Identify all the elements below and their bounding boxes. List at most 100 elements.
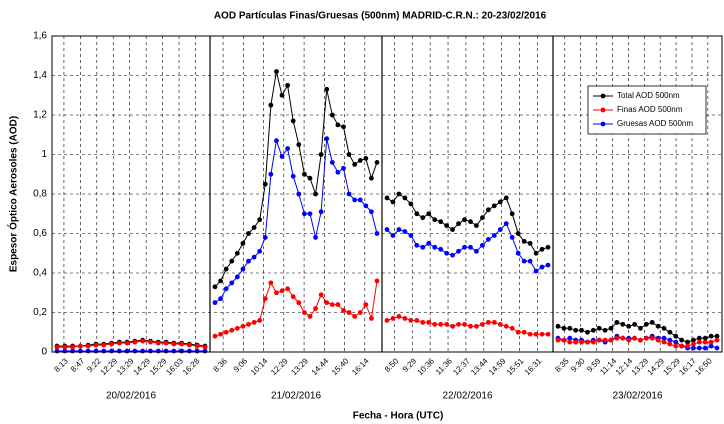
data-point xyxy=(691,345,696,351)
data-point xyxy=(438,321,444,327)
data-point xyxy=(223,329,229,335)
data-point xyxy=(685,343,690,349)
x-tick-label: 16:28 xyxy=(181,356,202,377)
x-tick-label: 8:50 xyxy=(383,356,401,374)
data-point xyxy=(567,335,573,341)
data-point xyxy=(324,136,330,142)
data-point xyxy=(234,274,240,280)
x-tick-label: 8:36 xyxy=(212,356,230,374)
data-point xyxy=(444,321,450,327)
data-point xyxy=(456,248,461,254)
data-point xyxy=(93,342,99,348)
data-point xyxy=(329,112,335,118)
legend-label: Total AOD 500nm xyxy=(617,91,680,100)
data-point xyxy=(384,227,390,232)
data-point xyxy=(696,339,702,345)
data-point xyxy=(596,325,602,331)
data-point xyxy=(301,211,307,217)
data-point xyxy=(352,314,358,319)
data-point xyxy=(539,331,545,337)
data-point xyxy=(274,138,279,144)
legend-label: Gruesas AOD 500nm xyxy=(617,119,693,128)
data-point xyxy=(503,195,509,201)
x-tick-label: 8:35 xyxy=(553,356,571,374)
data-point xyxy=(497,321,503,327)
data-point xyxy=(369,209,374,215)
data-point xyxy=(101,348,107,354)
data-point xyxy=(474,323,479,329)
data-point xyxy=(262,296,268,302)
data-point xyxy=(296,142,302,148)
data-point xyxy=(555,337,561,343)
data-point xyxy=(163,348,169,354)
data-point xyxy=(408,318,414,323)
data-point xyxy=(497,227,503,232)
data-point xyxy=(545,244,551,250)
data-point xyxy=(346,310,352,315)
data-point xyxy=(456,221,461,227)
data-point xyxy=(468,219,473,225)
data-point xyxy=(456,321,461,327)
data-point xyxy=(649,335,655,341)
y-tick-label: 0,6 xyxy=(33,228,47,239)
data-point xyxy=(384,195,390,201)
data-point xyxy=(274,69,279,74)
data-point xyxy=(649,319,655,325)
data-point xyxy=(313,191,318,197)
data-point xyxy=(509,235,515,240)
data-point xyxy=(426,319,432,325)
data-point xyxy=(521,329,527,335)
data-point xyxy=(335,169,341,175)
data-point xyxy=(234,325,240,331)
data-point xyxy=(673,333,679,339)
data-point xyxy=(140,338,146,344)
legend-marker xyxy=(600,107,606,113)
data-point xyxy=(163,340,169,346)
data-point xyxy=(384,318,390,323)
data-point xyxy=(450,227,455,232)
data-point xyxy=(714,333,720,339)
data-point xyxy=(414,318,420,323)
data-point xyxy=(509,325,515,331)
data-point xyxy=(509,211,515,217)
data-point xyxy=(632,335,637,341)
data-point xyxy=(363,156,369,161)
data-point xyxy=(702,335,708,341)
data-point xyxy=(268,280,274,286)
data-point xyxy=(212,300,218,306)
data-point xyxy=(223,286,229,292)
data-point xyxy=(116,340,122,346)
data-point xyxy=(187,348,192,354)
data-point xyxy=(274,290,279,296)
data-point xyxy=(414,242,420,248)
data-point xyxy=(579,327,584,333)
data-point xyxy=(324,86,330,92)
data-point xyxy=(438,246,444,252)
data-point xyxy=(527,331,533,337)
data-point xyxy=(408,233,414,238)
x-tick-label: 10:36 xyxy=(416,356,437,377)
data-point xyxy=(257,217,263,223)
x-tick-label: 16:50 xyxy=(693,356,714,377)
data-point xyxy=(432,217,438,223)
data-point xyxy=(324,300,330,306)
x-tick-label: 13:29 xyxy=(289,356,310,377)
data-point xyxy=(234,250,240,256)
data-point xyxy=(240,240,246,246)
data-point xyxy=(318,152,324,157)
data-point xyxy=(363,203,369,209)
data-point xyxy=(251,254,257,260)
data-point xyxy=(212,333,218,339)
data-point xyxy=(491,233,497,238)
x-tick-label: 15:29 xyxy=(148,356,169,377)
data-point xyxy=(396,191,402,197)
legend-marker xyxy=(600,121,606,127)
data-point xyxy=(77,343,83,349)
data-point xyxy=(77,348,83,354)
x-tick-label: 8:13 xyxy=(52,356,70,374)
data-point xyxy=(579,339,584,345)
data-point xyxy=(533,331,539,337)
data-point xyxy=(257,248,263,254)
data-point xyxy=(369,316,374,321)
x-tick-label: 14:44 xyxy=(310,356,331,377)
